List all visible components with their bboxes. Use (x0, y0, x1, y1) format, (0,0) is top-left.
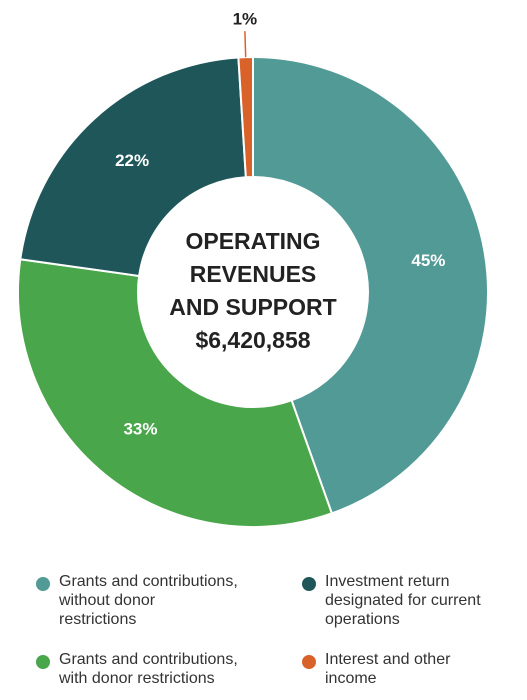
center-title: REVENUES (190, 261, 317, 287)
total-label: $6,420,858 (195, 327, 310, 353)
value-label: 22% (115, 151, 149, 170)
legend-label: Interest and other income (325, 651, 451, 687)
slice (19, 56, 247, 278)
legend-item: Investment return designated for current… (302, 572, 502, 650)
legend-marker (302, 577, 316, 591)
center-title: OPERATING (185, 228, 320, 254)
leader-line (244, 31, 247, 58)
legend-marker (36, 655, 50, 669)
legend-label: Investment return designated for current… (325, 573, 481, 628)
value-label: 33% (123, 419, 157, 438)
legend-item: Interest and other income (302, 650, 502, 700)
value-label: 1% (233, 10, 258, 29)
value-label: 45% (411, 251, 445, 270)
legend-item: Grants and contributions, without donor … (36, 572, 302, 650)
legend-item: Grants and contributions, with donor res… (36, 650, 302, 700)
slice (252, 55, 489, 515)
slice (237, 55, 254, 179)
chart: 45% 33% 22% 1% OPERATING REVENUES AND SUPPORT $… (17, 10, 489, 528)
legend: Grants and contributions, without donor … (36, 572, 502, 700)
legend-label: Grants and contributions, without donor … (59, 573, 238, 628)
slice (17, 258, 334, 528)
legend-label: Grants and contributions, with donor res… (59, 651, 238, 687)
legend-marker (302, 655, 316, 669)
legend-marker (36, 577, 50, 591)
center-title: AND SUPPORT (169, 294, 336, 320)
